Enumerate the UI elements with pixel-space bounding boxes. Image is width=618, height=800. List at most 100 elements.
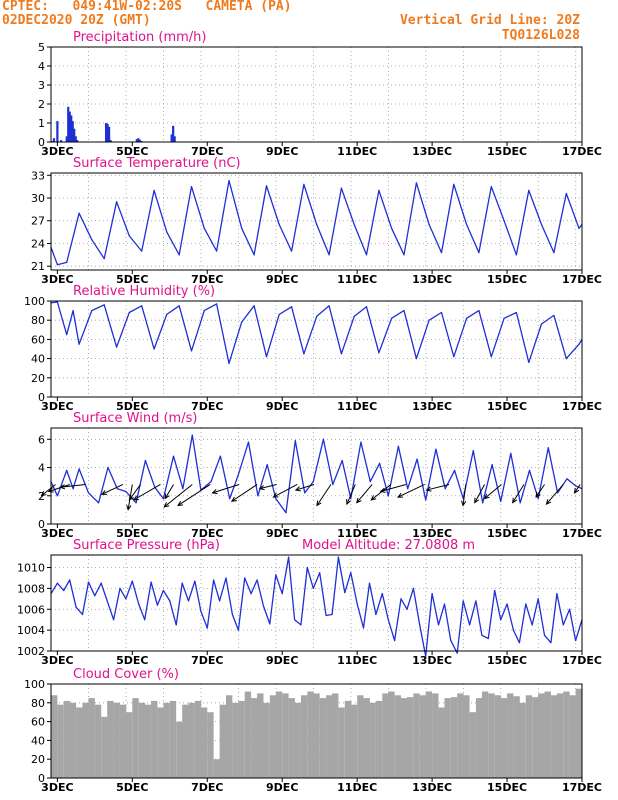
pressure-point (244, 577, 246, 579)
cloud-bar (219, 704, 227, 778)
wind-point (107, 466, 109, 469)
temp-point (78, 212, 80, 214)
temp-point (203, 227, 205, 229)
rh-point (216, 303, 218, 305)
pressure-point (425, 655, 427, 657)
wind-point (78, 468, 80, 470)
cloud-bar (244, 691, 252, 778)
pressure-point (138, 603, 140, 605)
pressure-point (281, 593, 283, 595)
cloud-bar (63, 700, 71, 778)
pressure-point (537, 598, 539, 600)
wind-point (360, 441, 362, 443)
pressure-point (525, 603, 527, 605)
wind-vector-head (230, 496, 237, 502)
wind-point (135, 502, 137, 504)
temp-point (290, 250, 293, 252)
wind-vector-head (294, 486, 301, 492)
rh-point (303, 353, 305, 355)
rh-point (103, 304, 105, 306)
rh-ytick-label: 100 (24, 295, 45, 308)
wind-point (116, 488, 118, 490)
pressure-point (487, 637, 489, 640)
temp-point (128, 235, 130, 237)
wind-point (537, 497, 539, 500)
wind-point (97, 502, 100, 504)
pressure-point (156, 604, 159, 606)
cloud-bar (394, 695, 402, 778)
rh-point (141, 305, 143, 307)
pressure-point (69, 579, 71, 581)
cloud-bar (419, 695, 427, 778)
cloud-bar (76, 707, 83, 778)
temp-ytick-label: 21 (31, 260, 45, 273)
cloud-bar (176, 721, 183, 778)
pressure-point (481, 634, 483, 636)
pressure-point (325, 614, 327, 617)
temp-xtick-label: 7DEC (191, 273, 223, 286)
rh-point (340, 353, 343, 355)
wind-vector (512, 484, 525, 503)
precip-bar (106, 123, 109, 142)
cloud-bar (238, 700, 245, 778)
precip-bar (71, 121, 74, 142)
wind-point (341, 459, 343, 462)
pressure-point (231, 613, 233, 616)
rh-frame (50, 300, 583, 398)
rh-ytick-label: 0 (38, 391, 45, 404)
wind-vector (546, 484, 564, 505)
pressure-point (368, 582, 371, 584)
cloud-bar (169, 700, 177, 778)
rh-point (478, 310, 480, 312)
wind-point (453, 469, 456, 471)
cloud-bar (463, 695, 470, 778)
wind-vector-head (316, 500, 322, 507)
temp-point (453, 183, 455, 185)
wind-vector-head (272, 492, 279, 498)
precip-ytick-label: 0 (38, 136, 45, 149)
rh-point (415, 358, 417, 360)
wind-point (322, 438, 325, 440)
pressure-point (350, 572, 352, 574)
wind-point (125, 490, 127, 493)
cloud-bar (138, 702, 146, 778)
pressure-point (443, 603, 446, 605)
cloud-panel: Cloud Cover (%) 0 20 40 60 80 100 3DEC 5DEC 7DEC 9… (24, 667, 602, 794)
rh-point (378, 352, 380, 354)
precip-frame (50, 46, 583, 143)
pressure-point (550, 642, 552, 644)
pressure-point (75, 606, 77, 608)
pressure-point (356, 603, 358, 605)
station-line: CPTEC: 049:41W-02:20S CAMETA (PA) (2, 0, 292, 14)
wind-vector-head (370, 495, 377, 501)
cloud-bar (513, 696, 520, 778)
wind-point (482, 502, 484, 504)
pressure-point (63, 589, 65, 592)
temp-point (365, 254, 368, 256)
pressure-ytick-label: 1008 (17, 582, 45, 595)
wind-xtick-label: 15DEC (487, 527, 527, 540)
cloud-bar (538, 693, 545, 778)
wind-vector-head (346, 499, 351, 506)
cloud-xtick-label: 5DEC (116, 781, 148, 794)
temp-point (166, 231, 168, 233)
pressure-point (269, 623, 271, 625)
pressure-point (187, 600, 190, 602)
cloud-xtick-label: 11DEC (337, 781, 377, 794)
rh-ytick-label: 80 (31, 314, 45, 327)
wind-point (387, 495, 389, 497)
cloud-bar (163, 702, 170, 778)
rh-series-line (50, 301, 583, 365)
rh-point (178, 305, 180, 307)
wind-vector-head (177, 500, 184, 507)
wind-point (510, 452, 512, 455)
wind-vector (177, 484, 211, 506)
cloud-bar (569, 695, 577, 778)
temp-point (340, 187, 343, 189)
pressure-point (531, 624, 533, 626)
temp-point (278, 223, 280, 226)
cloud-bar (401, 698, 408, 778)
wind-vector-head (573, 487, 580, 494)
cloud-xtick-label: 7DEC (191, 781, 223, 794)
cloud-bar (113, 702, 120, 778)
